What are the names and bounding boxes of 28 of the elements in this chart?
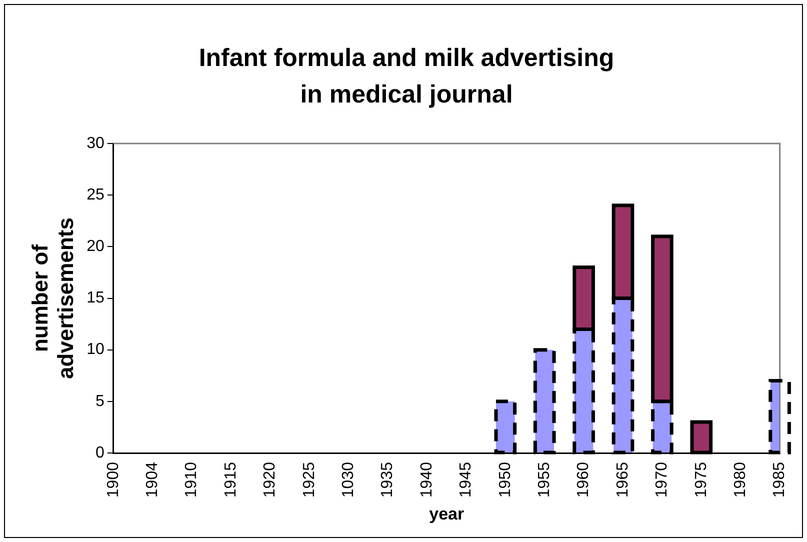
x-tick-label: 1955 [536, 462, 554, 498]
y-tick-label: 25 [86, 186, 104, 204]
x-tick-label: 1950 [496, 462, 514, 498]
x-tick-label: 1980 [732, 462, 750, 498]
x-tick-label: 1985 [771, 462, 788, 498]
y-tick-label: 5 [95, 392, 104, 410]
x-tick-label: 1900 [104, 462, 122, 498]
y-tick-label: 20 [86, 238, 104, 256]
x-tick-label: 1910 [183, 462, 200, 498]
x-tick-label: 1925 [300, 462, 318, 498]
x-tick-label: 1920 [262, 462, 279, 498]
x-tick-label: 1940 [418, 462, 436, 498]
x-tick-label: 1904 [144, 462, 162, 498]
x-tick-label: 1960 [575, 462, 592, 498]
x-tick-label: 1030 [340, 462, 358, 498]
x-tick-label: 1935 [379, 462, 396, 498]
x-axis-title: year [429, 504, 464, 524]
x-tick-label: 1970 [654, 462, 671, 498]
x-tick-label: 1965 [614, 462, 632, 498]
y-axis-title: number of advertisements [28, 218, 78, 379]
x-tick-label: 1945 [458, 462, 475, 498]
x-tick-label: 1915 [222, 462, 240, 498]
chart-title: Infant formula and milk advertising in medical journal [198, 44, 614, 108]
x-tick-label: 1975 [692, 462, 710, 498]
y-tick-label: 30 [86, 134, 104, 152]
y-tick-label: 0 [95, 444, 104, 462]
y-tick-label: 10 [86, 341, 104, 358]
y-tick-label: 15 [86, 290, 104, 307]
